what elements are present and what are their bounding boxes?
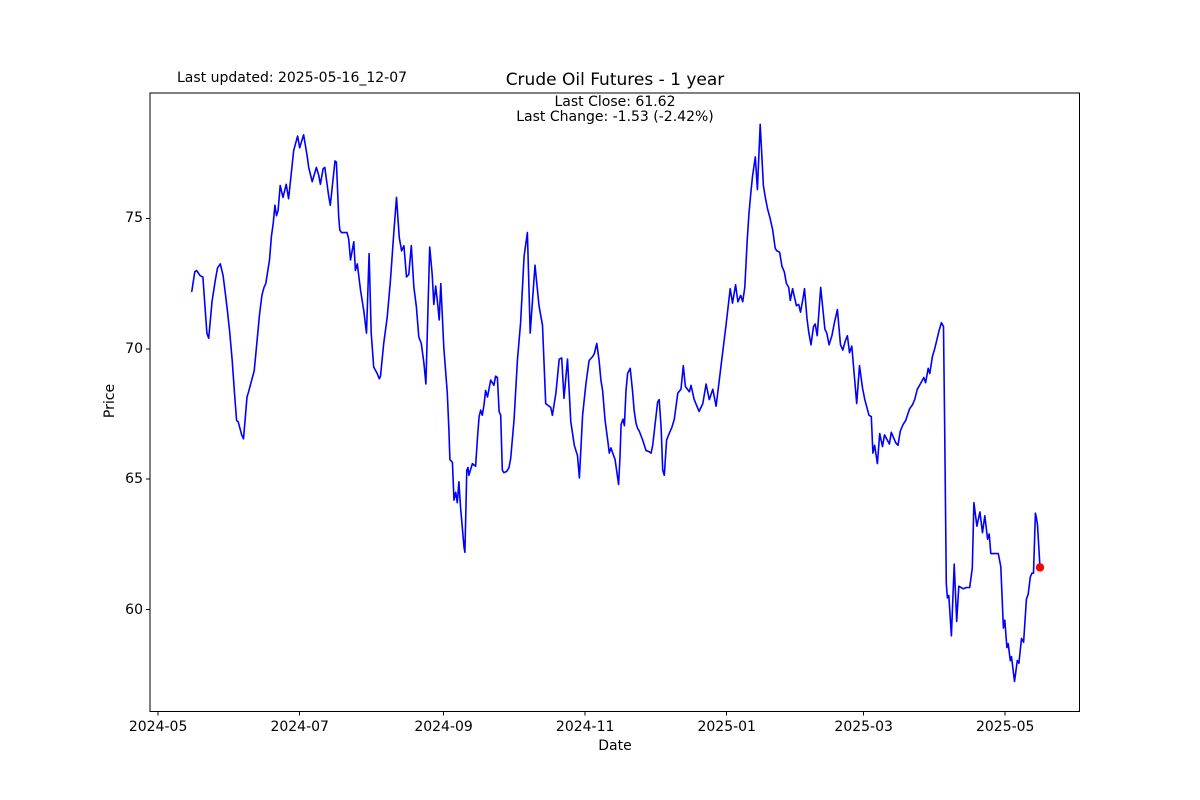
x-axis-label: Date	[598, 738, 632, 754]
y-tick-label: 75	[125, 210, 143, 227]
y-tick-label: 60	[125, 601, 143, 618]
x-tick-label: 2025-01	[697, 719, 756, 735]
x-tick-label: 2025-05	[975, 719, 1035, 735]
last-updated-label: Last updated: 2025-05-16_12-07	[177, 70, 408, 86]
last-change-text: Last Change: -1.53 (-2.42%)	[516, 109, 714, 125]
chart-title: Crude Oil Futures - 1 year	[505, 70, 725, 90]
last-close-text: Last Close: 61.62	[554, 94, 676, 110]
y-tick-label: 65	[125, 471, 143, 488]
plot-border	[149, 92, 1080, 712]
x-tick-label: 2025-03	[834, 719, 893, 735]
y-tick-label: 70	[125, 340, 143, 357]
last-close-annotation: Last Close: 61.62 Last Change: -1.53 (-2…	[150, 95, 1080, 125]
y-axis-label: Price	[102, 383, 118, 419]
x-tick-label: 2024-09	[414, 719, 473, 735]
x-tick-label: 2024-07	[270, 719, 329, 735]
last-price-dot	[1035, 563, 1045, 572]
x-tick-label: 2024-05	[128, 719, 188, 735]
price-line	[191, 123, 1041, 683]
x-tick-label: 2024-11	[555, 719, 615, 735]
